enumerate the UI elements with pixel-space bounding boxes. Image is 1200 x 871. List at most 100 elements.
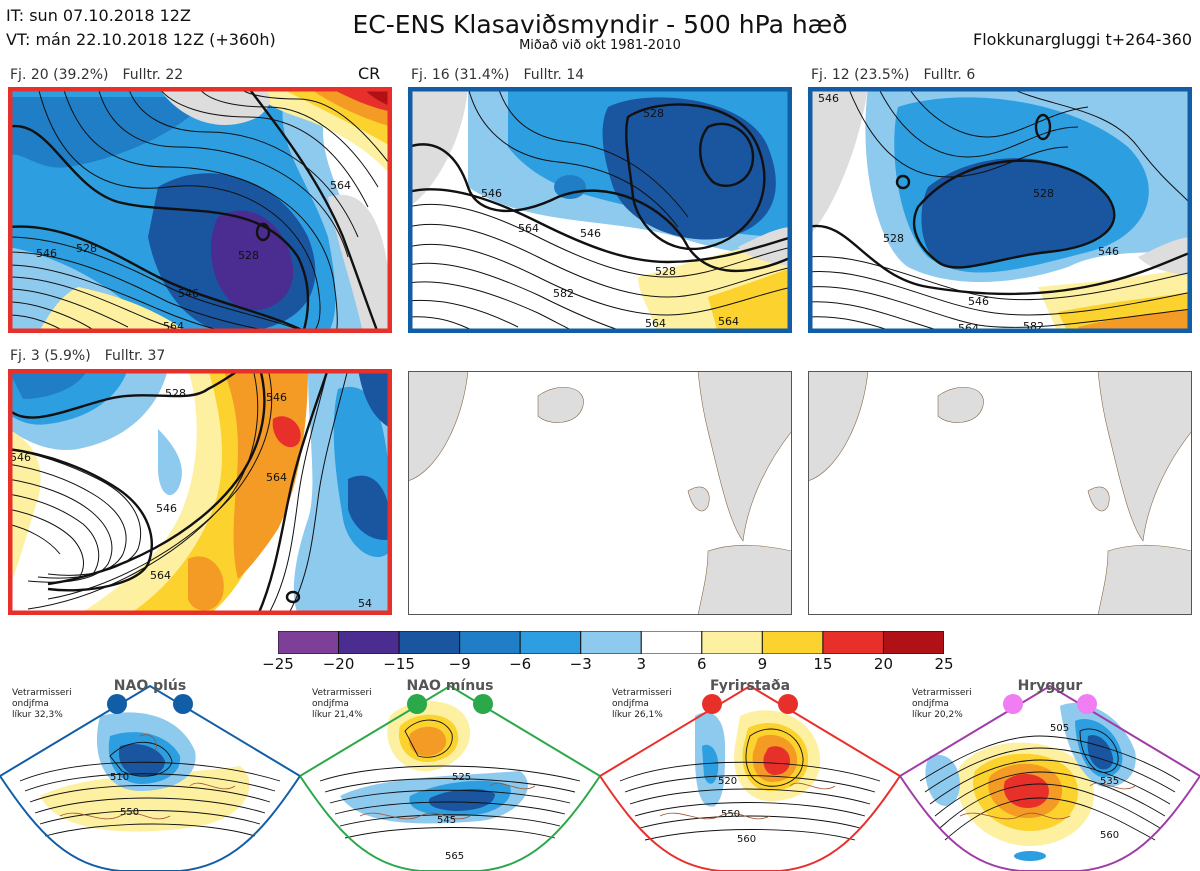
contour-label: 528 xyxy=(1033,187,1054,200)
clustering-window: Flokkunargluggi t+264-360 xyxy=(973,30,1192,49)
regime-note-line: ondjfma xyxy=(12,699,49,709)
regime-name: Fyrirstaða xyxy=(709,678,791,694)
contour-label: 546 xyxy=(36,247,57,260)
cluster-id: Fj. 16 (31.4%) xyxy=(411,67,510,83)
colorbar-tick-label: 3 xyxy=(636,655,647,673)
colorbar-box xyxy=(580,631,642,654)
contour-label: 510 xyxy=(110,772,129,783)
colorbar-tick-label: 6 xyxy=(697,655,707,673)
cluster-map-4: 528 546 546 546 564 564 54 xyxy=(8,369,392,615)
regime-note: Vetrarmisseri ondjfma líkur 32,3% xyxy=(12,688,72,721)
contour-label: 505 xyxy=(1050,723,1069,734)
regime-marker xyxy=(107,694,127,714)
contour-label: 528 xyxy=(643,107,664,120)
regime-blocking: 520 550 560 Fyrirstaða Vetrarmisseri ond… xyxy=(600,676,900,871)
cluster-id: Fj. 20 (39.2%) xyxy=(10,67,109,83)
cluster-caption-4: Fj. 3 (5.9%) Fulltr. 37 xyxy=(10,348,165,364)
regime-name: NAO plús xyxy=(113,678,187,694)
regime-note-line: Vetrarmisseri xyxy=(612,688,672,698)
contour-label: 546 xyxy=(266,391,287,404)
regime-nao-plus: 510 550 NAO plús Vetrarmisseri ondjfma l… xyxy=(0,676,300,871)
regime-ridge: 505 535 560 Hryggur Vetrarmisseri ondjfm… xyxy=(900,676,1200,871)
regime-note: Vetrarmisseri ondjfma líkur 20,2% xyxy=(912,688,972,721)
colorbar-tick-label: −3 xyxy=(569,655,592,673)
contour-label: 520 xyxy=(718,776,737,787)
cluster-tag: CR xyxy=(358,64,381,83)
cluster-members: Fulltr. 37 xyxy=(104,348,166,364)
contour-label: 528 xyxy=(238,249,259,262)
contour-label: 528 xyxy=(76,242,97,255)
colorbar-box xyxy=(459,631,521,654)
regime-marker xyxy=(702,694,722,714)
contour-label: 546 xyxy=(481,187,502,200)
regime-marker xyxy=(473,694,493,714)
regime-note-line: ondjfma xyxy=(312,699,349,709)
colorbar xyxy=(278,631,944,654)
contour-label: 550 xyxy=(120,807,139,818)
contour-label: 564 xyxy=(150,569,171,582)
regime-note-line: Vetrarmisseri xyxy=(312,688,372,698)
regime-marker xyxy=(1003,694,1023,714)
colorbar-tick-label: −20 xyxy=(322,655,355,673)
contour-label: 560 xyxy=(737,834,756,845)
cluster-caption-1: Fj. 20 (39.2%) Fulltr. 22 xyxy=(10,67,183,83)
contour-label: 546 xyxy=(10,451,31,464)
contour-label: 528 xyxy=(883,232,904,245)
regime-note-line: líkur 20,2% xyxy=(912,710,963,720)
contour-label: 564 xyxy=(518,222,539,235)
cluster-caption-2: Fj. 16 (31.4%) Fulltr. 14 xyxy=(411,67,584,83)
colorbar-box xyxy=(278,631,340,654)
regime-marker xyxy=(173,694,193,714)
cluster-members: Fulltr. 14 xyxy=(523,67,585,83)
page-title: EC-ENS Klasaviðsmyndir - 500 hPa hæð xyxy=(352,10,848,39)
regime-marker xyxy=(1077,694,1097,714)
contour-label: 546 xyxy=(580,227,601,240)
cluster-map-1: 528 546 564 528 546 564 xyxy=(8,87,392,333)
colorbar-tick-label: −6 xyxy=(509,655,532,673)
colorbar-box xyxy=(701,631,763,654)
contour-label: 550 xyxy=(721,809,740,820)
contour-label: 525 xyxy=(452,772,471,783)
colorbar-tick-label: −25 xyxy=(262,655,294,673)
regime-note-line: ondjfma xyxy=(612,699,649,709)
contour-label: 546 xyxy=(818,92,839,105)
colorbar-box xyxy=(519,631,582,654)
contour-label: 54 xyxy=(358,597,372,610)
colorbar-box xyxy=(338,631,400,654)
contour-label: 564 xyxy=(718,315,739,328)
regime-note-line: líkur 32,3% xyxy=(12,710,63,720)
contour-label: 564 xyxy=(645,317,666,330)
cluster-map-2: 546 564 582 528 546 528 564 564 xyxy=(408,87,792,333)
contour-label: 565 xyxy=(445,851,464,862)
cluster-members: Fulltr. 6 xyxy=(923,67,976,83)
colorbar-tick-label: 15 xyxy=(813,655,833,673)
contour-label: 546 xyxy=(968,295,989,308)
valid-time: VT: mán 22.10.2018 12Z (+360h) xyxy=(6,30,276,49)
colorbar-box xyxy=(761,631,824,654)
colorbar-tick-label: 20 xyxy=(873,655,893,673)
empty-map-6 xyxy=(808,371,1192,615)
regime-note-line: líkur 21,4% xyxy=(312,710,363,720)
cluster-map-3: 528 528 546 546 546 564 582 xyxy=(808,87,1192,333)
regime-name: NAO mínus xyxy=(406,678,494,694)
regime-note-line: Vetrarmisseri xyxy=(12,688,72,698)
regime-nao-minus: 525 545 565 NAO mínus Vetrarmisseri ondj… xyxy=(300,676,600,871)
colorbar-box xyxy=(882,631,944,654)
contour-label: 546 xyxy=(178,287,199,300)
regime-note-line: líkur 26,1% xyxy=(612,710,663,720)
regime-marker xyxy=(407,694,427,714)
regime-note: Vetrarmisseri ondjfma líkur 21,4% xyxy=(312,688,372,721)
regime-note-line: Vetrarmisseri xyxy=(912,688,972,698)
cluster-members: Fulltr. 22 xyxy=(122,67,184,83)
contour-label: 546 xyxy=(1098,245,1119,258)
colorbar-box xyxy=(640,631,703,654)
colorbar-tick-label: −15 xyxy=(383,655,415,673)
regime-note: Vetrarmisseri ondjfma líkur 26,1% xyxy=(612,688,672,721)
contour-label: 528 xyxy=(655,265,676,278)
regime-note-line: ondjfma xyxy=(912,699,949,709)
colorbar-tick-label: −9 xyxy=(448,655,471,673)
contour-label: 528 xyxy=(165,387,186,400)
contour-label: 564 xyxy=(958,322,979,333)
initial-time: IT: sun 07.10.2018 12Z xyxy=(6,6,191,25)
colorbar-tick-label: 9 xyxy=(757,655,768,673)
